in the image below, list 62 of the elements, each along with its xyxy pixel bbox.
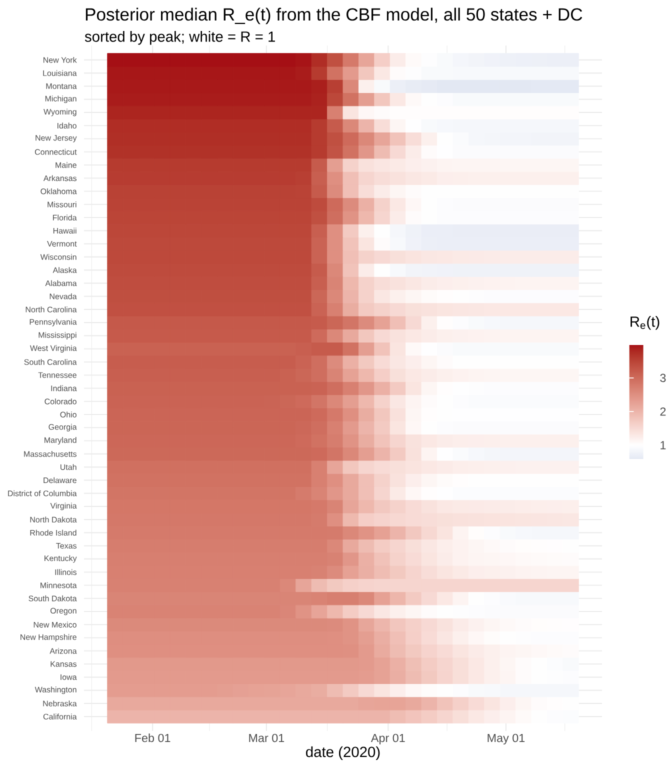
- y-tick-label: Kentucky: [44, 555, 77, 563]
- x-tick-label: Apr 01: [370, 734, 405, 744]
- y-tick-label: Maryland: [44, 437, 76, 444]
- x-tick-label: Feb 01: [135, 734, 170, 742]
- y-tick-label: Nebraska: [43, 700, 77, 706]
- color-bar-label: 3: [660, 374, 666, 382]
- y-tick-label: Georgia: [48, 424, 77, 432]
- y-tick-label: Alaska: [52, 267, 77, 273]
- y-tick-label: Massachusetts: [24, 450, 77, 457]
- y-tick-label: Washington: [34, 686, 76, 694]
- y-tick-label: Tennessee: [38, 372, 76, 378]
- y-tick-label: Idaho: [58, 122, 76, 129]
- y-tick-label: North Carolina: [26, 306, 77, 312]
- y-tick-label: North Dakota: [30, 516, 77, 523]
- y-tick-label: Oregon: [50, 608, 76, 616]
- y-tick-label: Wisconsin: [40, 254, 76, 260]
- y-tick-label: Connecticut: [34, 148, 77, 155]
- y-tick-label: Virginia: [50, 502, 77, 510]
- y-tick-label: New Mexico: [34, 622, 76, 628]
- y-tick-label: Indiana: [51, 385, 77, 392]
- y-tick-label: Kansas: [50, 661, 77, 667]
- x-axis-title: date (2020): [306, 746, 380, 760]
- y-tick-label: South Dakota: [28, 595, 77, 602]
- y-tick-label: Arkansas: [43, 175, 77, 182]
- y-tick-label: Hawaii: [53, 228, 76, 234]
- y-tick-label: Vermont: [47, 241, 77, 247]
- y-tick-label: Colorado: [44, 398, 76, 404]
- y-tick-label: Utah: [60, 464, 76, 470]
- y-tick-label: Michigan: [45, 96, 76, 104]
- y-tick-label: Missouri: [48, 201, 76, 208]
- x-tick-label: May 01: [488, 734, 525, 744]
- chart-title: Posterior median R_e(t) from the CBF model, all 50 states + DC: [86, 8, 582, 24]
- chart-subtitle: sorted by peak; white = R = 1: [84, 31, 275, 45]
- y-tick-label: South Carolina: [24, 359, 77, 365]
- y-tick-label: Arizona: [50, 648, 77, 654]
- x-tick-label: Mar 01: [249, 734, 284, 742]
- y-tick-label: Maine: [56, 162, 76, 168]
- y-tick-label: New Jersey: [36, 135, 77, 142]
- y-tick-label: Montana: [46, 83, 77, 89]
- y-tick-label: Nevada: [50, 293, 77, 300]
- y-tick-label: New York: [44, 57, 77, 63]
- y-tick-label: Oklahoma: [40, 188, 77, 194]
- y-tick-label: Pennsylvania: [30, 318, 77, 326]
- y-tick-label: Rhode Island: [30, 530, 76, 536]
- y-tick-label: West Virginia: [30, 345, 77, 353]
- y-tick-label: Texas: [56, 543, 77, 549]
- y-tick-label: Florida: [53, 214, 77, 220]
- y-tick-label: Illinois: [55, 569, 77, 576]
- y-tick-label: Louisiana: [43, 70, 77, 76]
- y-tick-label: Alabama: [45, 280, 77, 286]
- y-tick-label: Minnesota: [40, 582, 77, 588]
- y-tick-label: Delaware: [44, 477, 76, 484]
- y-tick-label: Wyoming: [44, 108, 76, 116]
- color-bar-label: 2: [660, 407, 666, 416]
- color-bar-label: 1: [660, 441, 666, 450]
- y-tick-label: Iowa: [60, 674, 77, 680]
- color-bar-title: R$_{e}$(t): [630, 316, 660, 330]
- y-tick-label: District of Columbia: [8, 490, 77, 496]
- y-tick-label: New Hampshire: [20, 634, 76, 642]
- y-tick-label: Ohio: [60, 412, 76, 418]
- y-tick-label: Mississippi: [38, 332, 76, 340]
- y-tick-label: California: [43, 714, 77, 720]
